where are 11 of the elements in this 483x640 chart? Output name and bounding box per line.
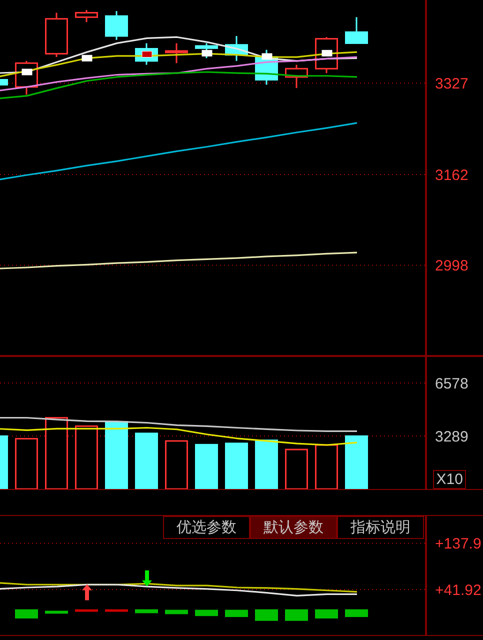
y-tick-label: +41.92 xyxy=(435,582,482,599)
y-tick-label: +137.9 xyxy=(435,536,482,553)
y-tick-label: 3289 xyxy=(435,428,468,446)
annotation: 默认参数 xyxy=(250,516,337,539)
annotation: 指标说明 xyxy=(337,516,424,539)
y-tick-label: 6578 xyxy=(435,375,468,392)
y-tick-label: 3162 xyxy=(435,166,468,184)
annotation: 优选参数 xyxy=(163,516,250,539)
text: X10 xyxy=(433,470,466,489)
y-tick-label: 2998 xyxy=(435,258,468,275)
y-tick-label: 3327 xyxy=(435,75,468,92)
